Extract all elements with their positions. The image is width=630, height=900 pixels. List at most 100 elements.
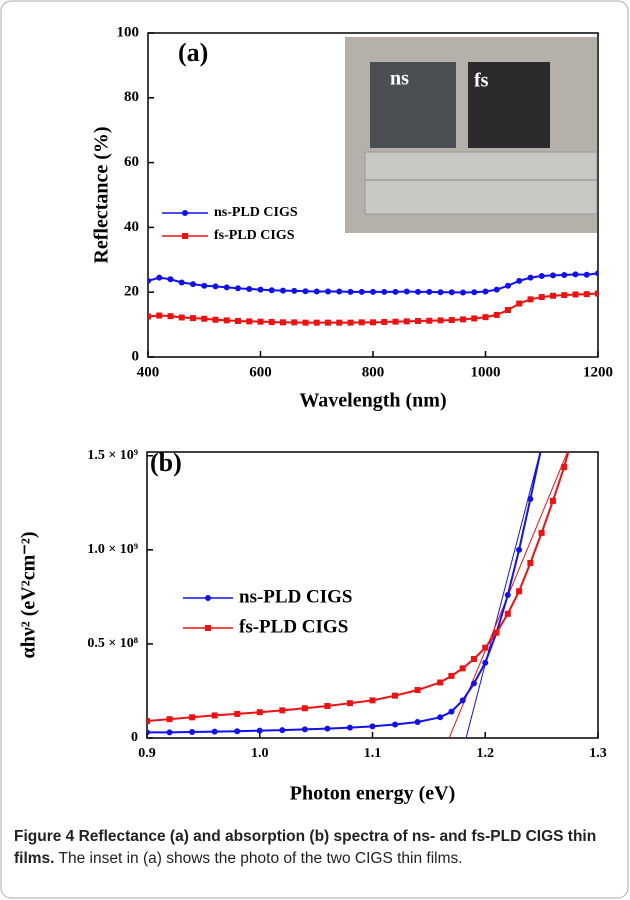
marker	[280, 319, 286, 326]
y-tick-label: 40	[124, 219, 139, 235]
marker	[448, 289, 455, 296]
y-tick-label: 20	[124, 284, 139, 300]
series-markers	[148, 290, 598, 326]
marker	[324, 725, 331, 732]
marker	[527, 496, 534, 503]
legend-label: ns-PLD CIGS	[214, 205, 298, 220]
marker	[313, 288, 320, 295]
marker	[234, 728, 241, 735]
marker	[156, 274, 163, 281]
marker	[324, 703, 331, 710]
marker	[539, 443, 545, 449]
marker	[148, 277, 151, 284]
fs-sample	[468, 62, 550, 148]
y-tick-label: 60	[124, 154, 139, 170]
marker	[223, 284, 230, 291]
marker	[470, 680, 477, 687]
marker	[178, 314, 185, 321]
marker	[211, 712, 218, 719]
marker	[415, 288, 421, 295]
marker	[313, 319, 320, 326]
marker	[291, 287, 298, 294]
marker	[426, 288, 433, 295]
marker	[268, 287, 275, 294]
marker	[516, 588, 523, 595]
marker	[358, 319, 365, 326]
marker	[302, 288, 309, 295]
marker	[347, 288, 354, 295]
marker	[369, 697, 376, 704]
marker	[211, 728, 218, 735]
panel-label: (b)	[150, 448, 182, 477]
marker	[256, 709, 263, 716]
marker	[370, 288, 376, 295]
marker	[235, 285, 241, 292]
legend-marker	[205, 595, 211, 601]
marker	[516, 546, 523, 553]
marker	[482, 659, 489, 666]
marker	[325, 319, 331, 326]
fit-line	[465, 452, 541, 738]
marker	[538, 273, 545, 279]
marker	[392, 721, 399, 728]
marker	[381, 319, 388, 326]
marker	[527, 560, 534, 567]
marker	[190, 315, 196, 322]
marker	[561, 272, 568, 279]
marker	[223, 317, 230, 324]
marker	[583, 271, 590, 278]
marker	[567, 443, 573, 449]
marker	[392, 318, 399, 325]
marker	[403, 318, 410, 325]
series-line	[147, 452, 570, 723]
marker	[493, 311, 500, 318]
marker	[347, 319, 354, 326]
y-tick-label: 1.0 × 10⁹	[87, 542, 138, 557]
marker	[460, 289, 466, 296]
marker	[403, 288, 410, 295]
series-markers	[147, 443, 573, 725]
marker	[493, 286, 500, 293]
marker	[156, 312, 163, 319]
marker	[280, 287, 286, 294]
inset-photo: ns fs	[345, 37, 598, 233]
legend-marker	[205, 625, 211, 631]
marker	[212, 283, 219, 290]
marker	[482, 314, 489, 321]
y-axis-title: Reflectance (%)	[91, 126, 113, 263]
marker	[493, 629, 500, 636]
marker	[504, 610, 511, 617]
marker	[167, 313, 174, 320]
plot-area	[148, 270, 598, 326]
marker	[268, 319, 275, 326]
marker	[414, 719, 421, 726]
y-axis-title: αhν² (eV²cm⁻²)	[18, 532, 40, 659]
marker	[550, 292, 556, 299]
caption: Figure 4 Reflectance (a) and absorption …	[14, 826, 618, 870]
marker	[437, 714, 444, 721]
marker	[369, 723, 376, 730]
marker	[301, 705, 308, 712]
marker	[190, 281, 196, 288]
caption-text: The inset in (a) shows the photo of the …	[58, 850, 463, 867]
legend-label: ns-PLD CIGS	[239, 586, 353, 607]
marker	[358, 288, 365, 295]
x-tick-label: 1000	[471, 364, 501, 380]
marker	[561, 292, 568, 299]
marker	[459, 697, 466, 704]
marker	[538, 294, 545, 301]
x-tick-label: 400	[137, 364, 160, 380]
marker	[346, 700, 353, 707]
x-tick-label: 600	[249, 364, 272, 380]
marker	[437, 679, 444, 686]
marker	[549, 497, 556, 504]
marker	[470, 655, 477, 662]
marker	[392, 288, 399, 295]
marker	[460, 316, 466, 323]
inset-label: fs	[474, 70, 489, 92]
marker	[482, 644, 489, 651]
marker	[437, 289, 444, 296]
inset-label: ns	[390, 68, 409, 90]
